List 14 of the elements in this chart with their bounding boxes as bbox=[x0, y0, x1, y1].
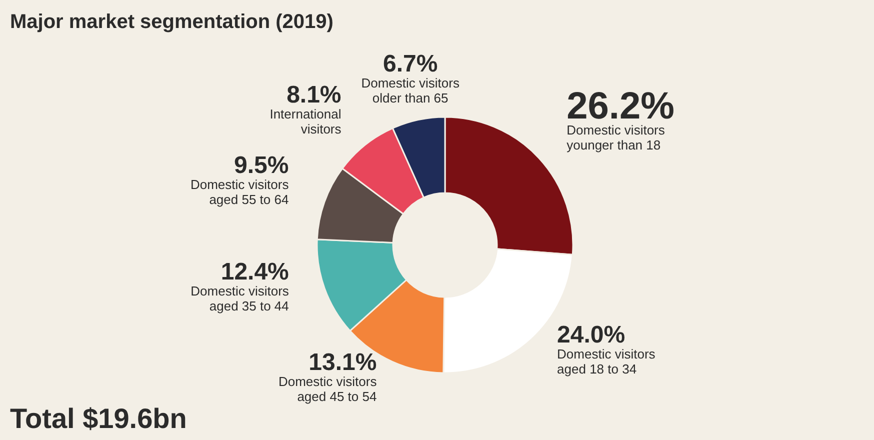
data-label: 12.4% bbox=[220, 258, 289, 286]
text: Total $19.6bn bbox=[10, 403, 187, 434]
chart-title: Major market segmentation (2019) bbox=[10, 11, 334, 33]
data-label: 24.0% bbox=[557, 322, 626, 349]
data-label: 8.1% bbox=[286, 82, 342, 109]
slice-label: Domestic visitors older than 65 bbox=[361, 75, 460, 106]
data-label: 9.5% bbox=[234, 152, 289, 179]
data-label: 13.1% bbox=[308, 349, 377, 376]
slice-label: Domestic visitors aged 18 to 34 bbox=[557, 346, 656, 377]
slice-label: Domestic visitors aged 55 to 64 bbox=[190, 176, 290, 207]
slice-label: Domestic visitors aged 45 to 54 bbox=[278, 374, 378, 404]
slice-label: Domestic visitors aged 35 to 44 bbox=[190, 284, 290, 314]
slice-label: International visitors bbox=[270, 106, 342, 137]
data-label: 6.7% bbox=[382, 50, 438, 78]
